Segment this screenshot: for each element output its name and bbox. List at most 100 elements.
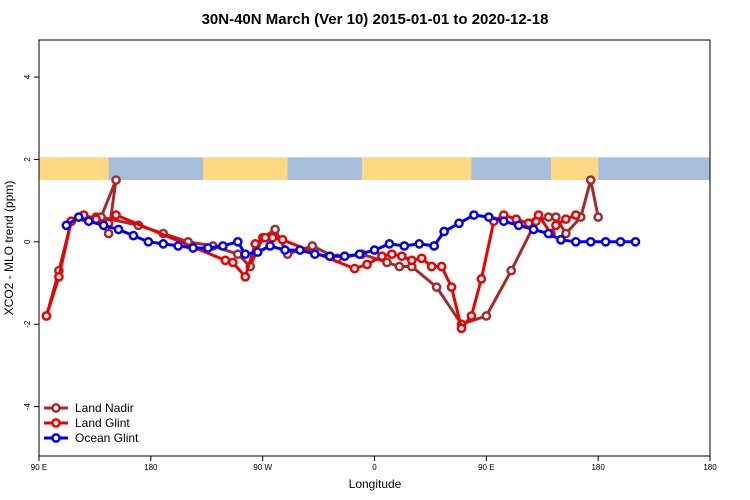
data-point xyxy=(414,239,425,249)
data-point xyxy=(513,220,524,231)
x-tick-label: 90 W xyxy=(253,463,272,472)
data-point xyxy=(277,234,288,245)
data-point xyxy=(73,212,84,222)
data-point xyxy=(377,251,387,262)
data-point xyxy=(307,241,318,251)
data-point xyxy=(615,236,626,247)
data-point xyxy=(98,220,109,231)
data-point xyxy=(561,214,571,225)
data-point xyxy=(498,216,509,227)
data-point xyxy=(324,251,335,262)
legend-label: Land Glint xyxy=(75,416,130,430)
data-point xyxy=(369,245,380,255)
x-tick-label: 90 E xyxy=(31,463,47,472)
data-point xyxy=(543,228,554,239)
world-map-band xyxy=(39,157,710,181)
data-point xyxy=(469,210,479,220)
map-land-1 xyxy=(203,157,288,181)
data-point xyxy=(250,239,261,249)
data-point xyxy=(456,323,467,334)
data-point xyxy=(528,224,539,235)
plot-series xyxy=(41,175,641,334)
data-point xyxy=(600,236,611,247)
data-point xyxy=(61,220,72,231)
data-point xyxy=(399,241,410,251)
data-point xyxy=(570,236,581,247)
map-land-0 xyxy=(39,157,109,181)
data-point xyxy=(561,228,571,239)
data-point xyxy=(232,249,243,260)
data-point xyxy=(339,251,350,262)
data-point xyxy=(218,241,228,251)
data-point xyxy=(585,236,596,247)
data-point xyxy=(270,224,280,235)
data-point xyxy=(406,255,417,266)
x-tick-label: 180 xyxy=(591,463,605,472)
data-point xyxy=(265,241,275,251)
data-point xyxy=(349,263,360,274)
data-point xyxy=(227,257,238,268)
y-tick-label: -4 xyxy=(23,402,32,410)
x-tick-label: 180 xyxy=(703,463,717,472)
data-point xyxy=(203,243,213,253)
data-point xyxy=(382,257,392,268)
data-point xyxy=(439,226,449,237)
x-tick-label: 180 xyxy=(144,463,158,472)
chart-title: 30N-40N March (Ver 10) 2015-01-01 to 202… xyxy=(202,11,549,28)
data-point xyxy=(481,311,492,321)
data-point xyxy=(476,274,487,284)
y-tick-label: -2 xyxy=(23,320,32,328)
series-ocean-glint xyxy=(61,210,641,262)
series-line xyxy=(45,178,600,326)
data-point xyxy=(41,311,52,321)
data-point xyxy=(267,232,278,243)
data-point xyxy=(436,261,447,272)
data-point xyxy=(416,253,427,264)
legend-label: Ocean Glint xyxy=(75,431,139,445)
data-point xyxy=(143,236,154,247)
data-point xyxy=(556,234,566,245)
data-point xyxy=(429,241,439,251)
data-point xyxy=(173,241,184,251)
map-land-3 xyxy=(550,157,599,181)
legend-item: Land Nadir xyxy=(44,401,134,415)
data-point xyxy=(103,228,114,239)
data-point xyxy=(158,239,169,249)
legend-item: Ocean Glint xyxy=(44,431,139,445)
data-point xyxy=(431,282,442,292)
data-point xyxy=(551,220,561,231)
x-axis: 90 E 180 90 W 0 90 E 180 180 xyxy=(31,456,717,472)
data-point xyxy=(466,311,477,321)
data-point xyxy=(252,247,263,257)
data-point xyxy=(354,249,365,260)
data-point xyxy=(426,261,437,272)
legend-label: Land Nadir xyxy=(75,401,134,415)
legend-marker xyxy=(51,433,61,443)
data-point xyxy=(362,259,372,270)
data-point xyxy=(630,236,641,247)
data-point xyxy=(54,271,64,282)
data-point xyxy=(240,271,251,282)
data-point xyxy=(240,249,251,260)
data-point xyxy=(454,218,464,229)
data-point xyxy=(295,245,305,255)
y-axis: -4 -2 0 2 4 xyxy=(23,74,39,410)
data-point xyxy=(111,175,121,185)
data-point xyxy=(232,236,243,247)
y-tick-label: 0 xyxy=(23,239,32,244)
x-axis-label: Longitude xyxy=(349,477,402,491)
data-point xyxy=(396,251,407,262)
data-point xyxy=(394,261,405,272)
data-point xyxy=(111,210,121,220)
data-point xyxy=(551,212,561,222)
data-point xyxy=(533,210,544,220)
map-land-2 xyxy=(362,157,472,181)
data-point xyxy=(188,243,198,253)
legend-item: Land Glint xyxy=(44,416,130,430)
legend-marker xyxy=(51,403,61,413)
data-point xyxy=(543,212,554,222)
y-tick-label: 2 xyxy=(23,157,32,162)
series-land-nadir xyxy=(41,175,604,330)
legend-marker xyxy=(51,418,61,428)
data-point xyxy=(446,282,457,292)
